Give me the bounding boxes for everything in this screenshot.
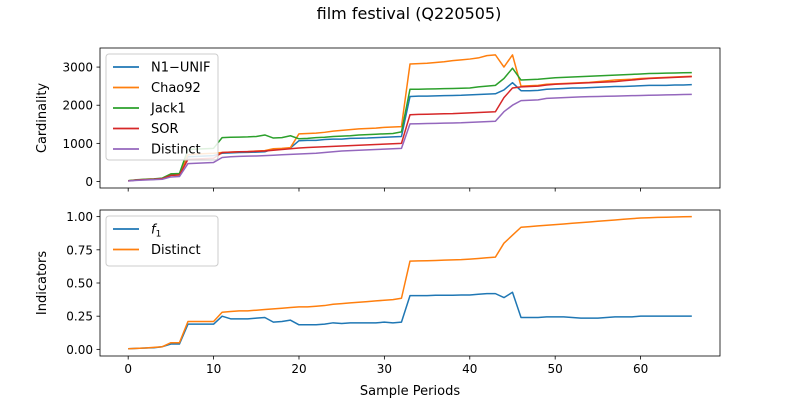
x-tick-label: 60 (633, 362, 648, 376)
y-tick-label: 0.75 (66, 243, 93, 257)
legend-label: SOR (151, 122, 179, 137)
x-tick-label: 0 (124, 362, 132, 376)
x-axis-label: Sample Periods (360, 384, 460, 399)
y-axis-label: Indicators (35, 251, 50, 315)
x-tick-label: 20 (291, 362, 306, 376)
y-tick-label: 0.00 (66, 343, 93, 357)
cardinality-plot: 0 1000 2000 3000 Cardinality N1−UNIF Chao92 Jac… (35, 47, 721, 192)
series-line-0-4 (128, 93, 692, 182)
x-tick-label: 10 (206, 362, 221, 376)
indicators-plot: 0 10 20 30 40 50 60 0.00 0.25 0.50 0.75 1.00 Indicat… (35, 209, 721, 399)
y-axis-label: Cardinality (35, 83, 50, 154)
series-line-1-1 (128, 215, 692, 350)
legend-label: Distinct (151, 243, 201, 258)
y-tick-label: 0 (85, 175, 93, 189)
axes-frame (99, 47, 721, 189)
x-tick-label: 50 (548, 362, 563, 376)
legend-label: f1 (151, 223, 161, 240)
y-tick-label: 2000 (62, 99, 93, 113)
legend-label: Jack1 (150, 102, 186, 117)
series-line-1-0 (128, 291, 692, 350)
x-tick-label: 30 (377, 362, 392, 376)
legend-label: Chao92 (151, 81, 201, 96)
series-line-0-2 (128, 67, 692, 182)
legend-label: N1−UNIF (151, 61, 210, 76)
x-tick-label: 40 (462, 362, 477, 376)
y-tick-label: 0.25 (66, 310, 93, 324)
series-line-0-3 (128, 75, 692, 182)
y-tick-label: 0.50 (66, 277, 93, 291)
y-tick-label: 1000 (62, 137, 93, 151)
figure-title: film festival (Q220505) (317, 4, 502, 23)
legend-label: Distinct (151, 143, 201, 158)
legend-box (105, 53, 219, 161)
y-tick-label: 1.00 (66, 210, 93, 224)
legend-box (105, 215, 219, 267)
y-tick-label: 3000 (62, 61, 93, 75)
